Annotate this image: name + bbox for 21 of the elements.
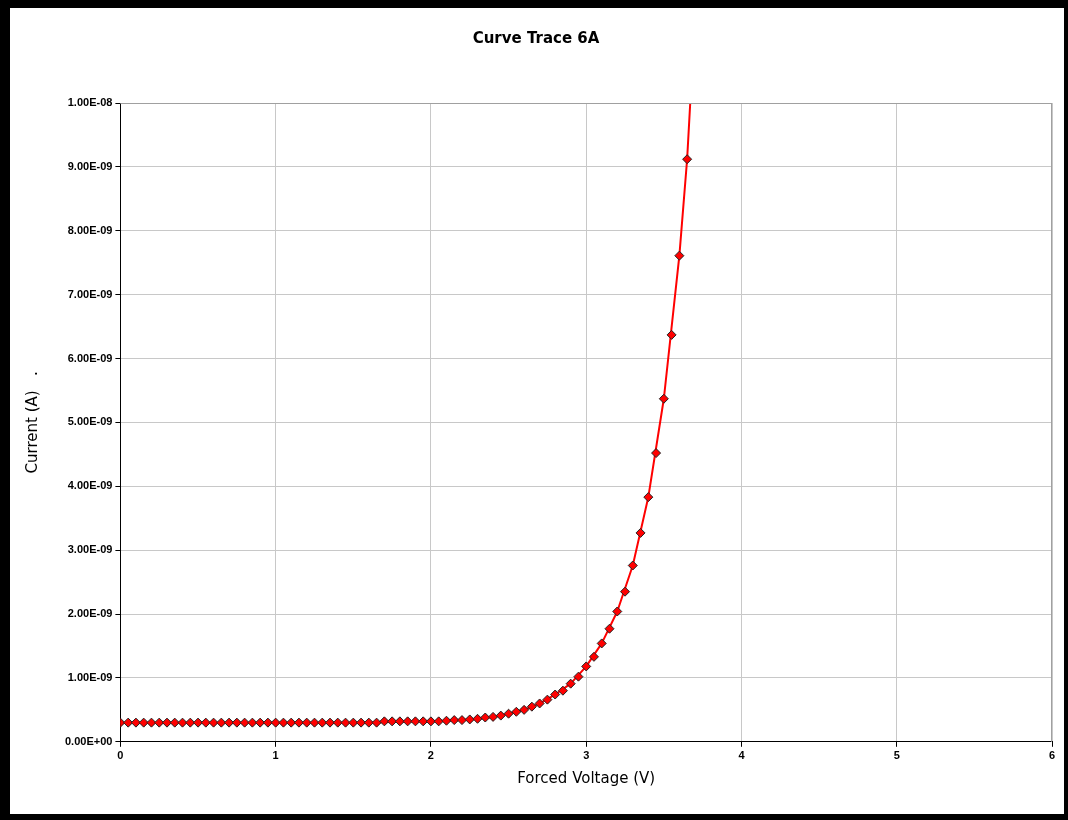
y-tick-label: 2.00E-09 (67, 607, 113, 620)
y-tick-label: 8.00E-09 (67, 223, 113, 236)
y-tick-label: 1.00E-08 (67, 96, 113, 109)
y-tick-label: 5.00E-09 (67, 415, 113, 428)
y-tick-label: 9.00E-09 (67, 159, 113, 172)
y-tick-label: 0.00E+00 (65, 734, 113, 747)
y-tick-label: 1.00E-09 (67, 670, 113, 683)
x-tick-label: 5 (893, 749, 900, 762)
chart-title: Curve Trace 6A (472, 28, 600, 47)
x-tick-label: 6 (1048, 749, 1056, 762)
x-tick-label: 2 (427, 749, 434, 762)
y-tick-label: 4.00E-09 (67, 479, 113, 492)
x-tick-label: 0 (117, 749, 124, 762)
x-tick-label: 3 (583, 749, 590, 762)
x-tick-label: 4 (738, 749, 746, 762)
y-tick-label: 7.00E-09 (67, 287, 113, 300)
y-tick-label: 6.00E-09 (67, 351, 113, 364)
x-tick-label: 1 (272, 749, 279, 762)
y-tick-label: 3.00E-09 (67, 543, 113, 556)
y-axis-title: Current (A) . (22, 371, 41, 474)
x-axis-title: Forced Voltage (V) (517, 768, 656, 787)
